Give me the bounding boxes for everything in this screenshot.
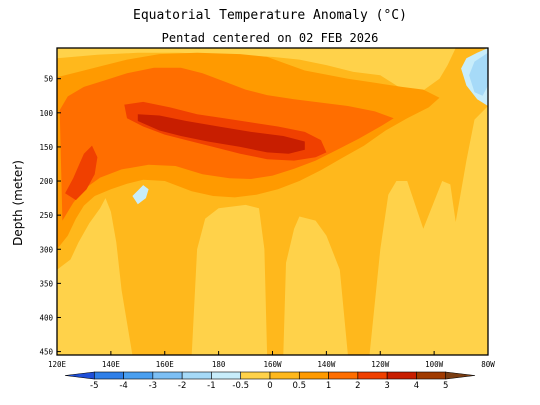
x-tick-label: 80W [481,360,495,369]
contour-region-5 [65,145,98,201]
y-tick-label: 250 [39,211,53,220]
colorbar-swatch [357,371,388,380]
colorbar-swatch [445,371,476,380]
y-axis: 50 100 150 200 250 300 350 400 450 [39,75,61,357]
colorbar-swatch [240,371,271,380]
colorbar-swatch [328,371,359,380]
x-tick-label: 120E [48,360,67,369]
contour-region-8 [132,185,149,205]
colorbar-label: -3 [149,381,157,391]
colorbar-swatch [181,371,212,380]
colorbar-label: 0.5 [293,381,307,391]
colorbar: -5 -4 -3 -2 -1 -0.5 0 0.5 1 2 3 4 5 [64,371,476,391]
x-tick-label: 120W [371,360,390,369]
chart-subtitle: Pentad centered on 02 FEB 2026 [161,31,379,45]
x-tick-label: 180 [212,360,226,369]
colorbar-swatch [386,371,417,380]
y-tick-label: 100 [39,109,53,118]
colorbar-label: -2 [178,381,186,391]
x-tick-label: 100W [425,360,444,369]
colorbar-swatch [152,371,183,380]
y-tick-label: 400 [39,313,53,322]
x-axis: 120E 140E 160E 180 160W 140W 120W 100W 80W [48,351,495,369]
colorbar-label: 4 [414,381,419,391]
colorbar-label: 5 [443,381,448,391]
colorbar-label: -0.5 [232,381,249,391]
x-tick-label: 160E [156,360,175,369]
contour-layer [57,48,488,355]
contour-region-4 [137,114,305,154]
y-tick-label: 200 [39,177,53,186]
colorbar-label: -4 [119,381,127,391]
contour-region-7 [469,52,488,96]
chart-title: Equatorial Temperature Anomaly (°C) [133,8,407,23]
colorbar-label: -5 [90,381,98,391]
x-tick-label: 140W [317,360,336,369]
colorbar-label: -1 [207,381,215,391]
x-tick-label: 140E [102,360,121,369]
x-tick-label: 160W [263,360,282,369]
colorbar-label: 1 [326,381,331,391]
colorbar-swatch [64,371,95,380]
colorbar-swatch [93,371,124,380]
colorbar-swatch [123,371,154,380]
colorbar-swatch [269,371,300,380]
colorbar-swatch [298,371,329,380]
y-tick-label: 150 [39,143,53,152]
colorbar-swatch [416,371,447,380]
colorbar-label: 3 [384,381,389,391]
y-tick-label: 50 [44,75,54,84]
colorbar-label: 2 [355,381,360,391]
y-axis-label: Depth (meter) [11,160,25,246]
y-tick-label: 450 [39,348,53,357]
y-tick-label: 300 [39,245,53,254]
colorbar-label: 0 [267,381,272,391]
colorbar-swatch [211,371,242,380]
y-tick-label: 350 [39,279,53,288]
